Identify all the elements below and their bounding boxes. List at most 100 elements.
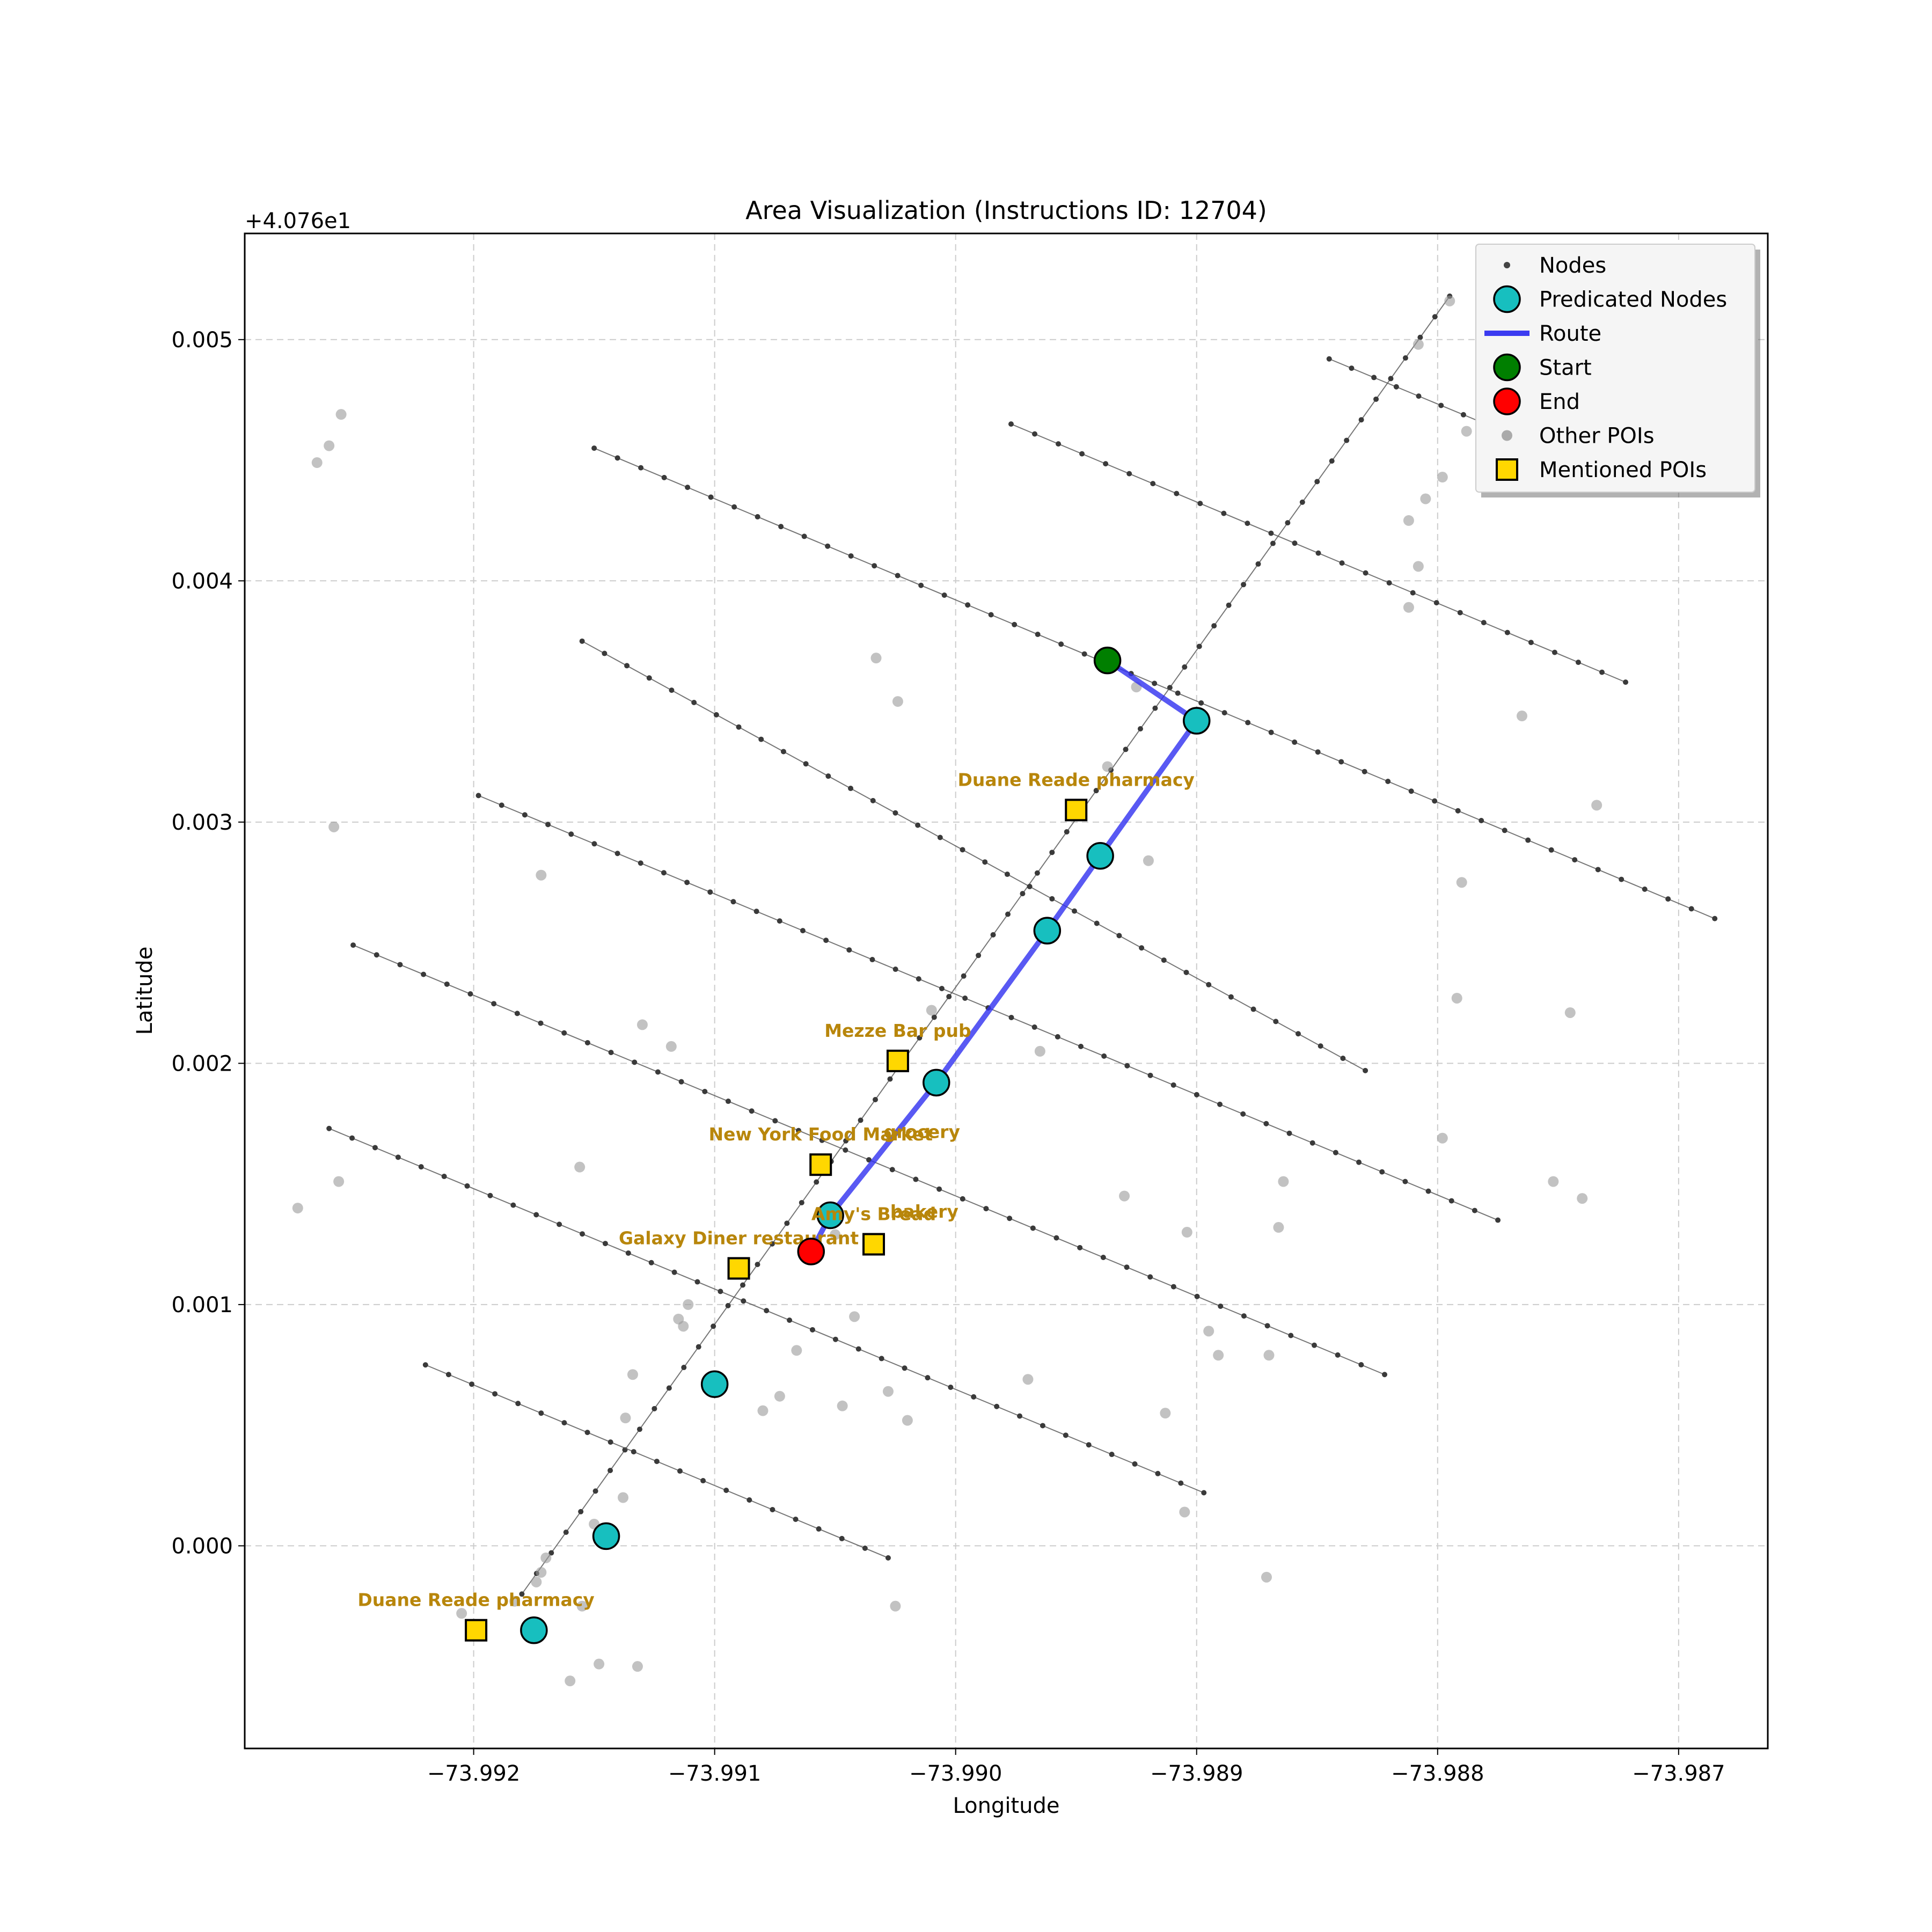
node-dot	[548, 1550, 554, 1556]
node-dot	[1326, 356, 1332, 362]
node-dot	[925, 1375, 931, 1381]
street-line	[521, 296, 1451, 1594]
node-dot	[869, 957, 875, 963]
node-dot	[608, 1467, 613, 1473]
legend-swatch-circle	[1493, 353, 1521, 382]
other-poi-dot	[333, 1176, 345, 1187]
node-dot	[1595, 867, 1601, 873]
node-dot	[885, 1555, 891, 1561]
other-poi-dot	[1444, 295, 1455, 306]
node-dot	[638, 465, 644, 471]
node-dot	[1358, 417, 1364, 423]
node-dot	[1053, 1235, 1059, 1241]
node-dot	[1340, 1055, 1346, 1061]
node-dot	[1599, 669, 1605, 675]
node-dot	[374, 952, 379, 958]
node-dot	[784, 1220, 790, 1226]
node-dot	[816, 1526, 822, 1532]
predicted-node	[923, 1069, 950, 1097]
node-dot	[1338, 759, 1344, 765]
node-dot	[848, 786, 854, 792]
node-dot	[1495, 1217, 1501, 1223]
other-poi-dot	[902, 1415, 913, 1426]
node-dot	[848, 553, 854, 559]
node-dot	[563, 1529, 569, 1535]
node-dot	[1221, 710, 1227, 716]
node-dot	[1255, 561, 1261, 567]
node-dot	[1147, 1274, 1153, 1280]
y-tick-label: 0.002	[171, 1051, 233, 1076]
other-poi-dot	[882, 1386, 894, 1397]
node-dot	[661, 474, 667, 480]
node-dot	[631, 1449, 636, 1455]
node-dot	[1211, 623, 1217, 629]
node-dot	[350, 942, 356, 948]
node-dot	[1196, 643, 1202, 649]
node-dot	[846, 947, 852, 953]
node-dot	[1339, 560, 1345, 566]
other-poi-dot	[536, 1567, 547, 1578]
chart-title: Area Visualization (Instructions ID: 127…	[745, 196, 1267, 225]
node-dot	[519, 1591, 525, 1597]
node-dot	[799, 1199, 804, 1205]
node-dot	[1642, 886, 1648, 892]
other-poi-dot	[757, 1405, 769, 1416]
predicted-node	[520, 1616, 548, 1644]
node-dot	[445, 1372, 451, 1378]
node-dot	[1049, 896, 1055, 902]
node-dot	[1078, 1043, 1084, 1049]
other-poi-dot	[324, 440, 335, 451]
node-dot	[1137, 726, 1143, 732]
node-dot	[707, 889, 713, 895]
node-dot	[1402, 1179, 1408, 1184]
node-dot	[1170, 1082, 1176, 1088]
node-dot	[421, 971, 427, 977]
node-dot	[568, 831, 574, 837]
node-dot	[661, 870, 667, 876]
predicted-nodes	[520, 707, 1211, 1644]
other-poi-dot	[1456, 877, 1467, 888]
node-dot	[1250, 1006, 1256, 1012]
node-dot	[1264, 1323, 1270, 1329]
node-dot	[702, 1088, 708, 1094]
y-axis-label: Latitude	[133, 947, 157, 1035]
node-dot	[1093, 788, 1099, 794]
node-dot	[632, 1059, 638, 1065]
node-dot	[492, 1391, 498, 1397]
node-dot	[825, 773, 831, 779]
node-dot	[1311, 1342, 1317, 1348]
node-dot	[740, 1282, 746, 1288]
other-poi-dot	[1273, 1222, 1284, 1233]
node-dot	[913, 1176, 919, 1182]
node-dot	[946, 994, 952, 1000]
node-dot	[1263, 1121, 1269, 1126]
node-dot	[939, 986, 945, 992]
node-dot	[654, 1459, 660, 1465]
node-dot	[694, 1279, 700, 1285]
node-dot	[1126, 471, 1132, 477]
node-dot	[1206, 982, 1212, 987]
node-dot	[349, 1135, 355, 1141]
node-dot	[948, 1385, 954, 1391]
node-dot	[1183, 969, 1189, 975]
node-dot	[1417, 334, 1423, 340]
predicted-node	[592, 1522, 620, 1550]
node-dot	[1363, 570, 1368, 576]
other-poi-dot	[632, 1661, 643, 1672]
node-dot	[1362, 769, 1367, 774]
node-dot	[736, 724, 742, 730]
node-dot	[1619, 876, 1624, 882]
node-dot	[990, 932, 996, 938]
other-poi-dot	[509, 1596, 520, 1607]
node-dot	[843, 1147, 848, 1153]
predicted-node	[700, 1370, 729, 1398]
mentioned-poi-label: Duane Reade pharmacy	[957, 769, 1194, 790]
node-dot	[638, 860, 643, 866]
legend-label: Predicated Nodes	[1539, 288, 1727, 312]
node-dot	[1008, 1014, 1014, 1020]
node-dot	[602, 1241, 608, 1247]
other-poi-dot	[1577, 1193, 1588, 1204]
y-axis-offset-label: +4.076e1	[245, 209, 351, 233]
node-dot	[983, 1206, 989, 1212]
node-dot	[1363, 1067, 1368, 1073]
